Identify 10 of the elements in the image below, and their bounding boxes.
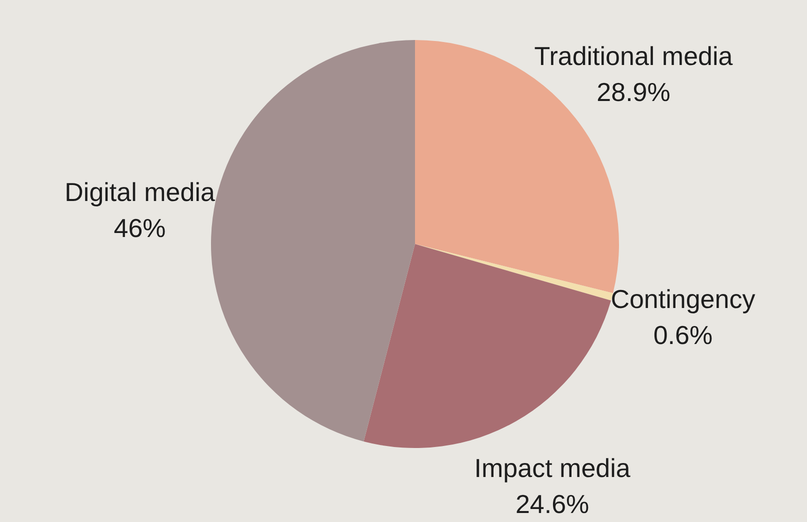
pie-slice [364,244,612,448]
data-label: 46% [114,212,166,243]
data-label: 24.6% [515,489,590,520]
pie-slice [415,244,613,301]
data-label: 0.6% [653,320,713,350]
slice-label: Traditional media [534,41,734,72]
slice-label: Contingency [610,284,756,314]
data-label: 28.9% [596,77,670,108]
slice-label: Impact media [474,453,631,484]
slice-label: Digital media [64,176,216,207]
